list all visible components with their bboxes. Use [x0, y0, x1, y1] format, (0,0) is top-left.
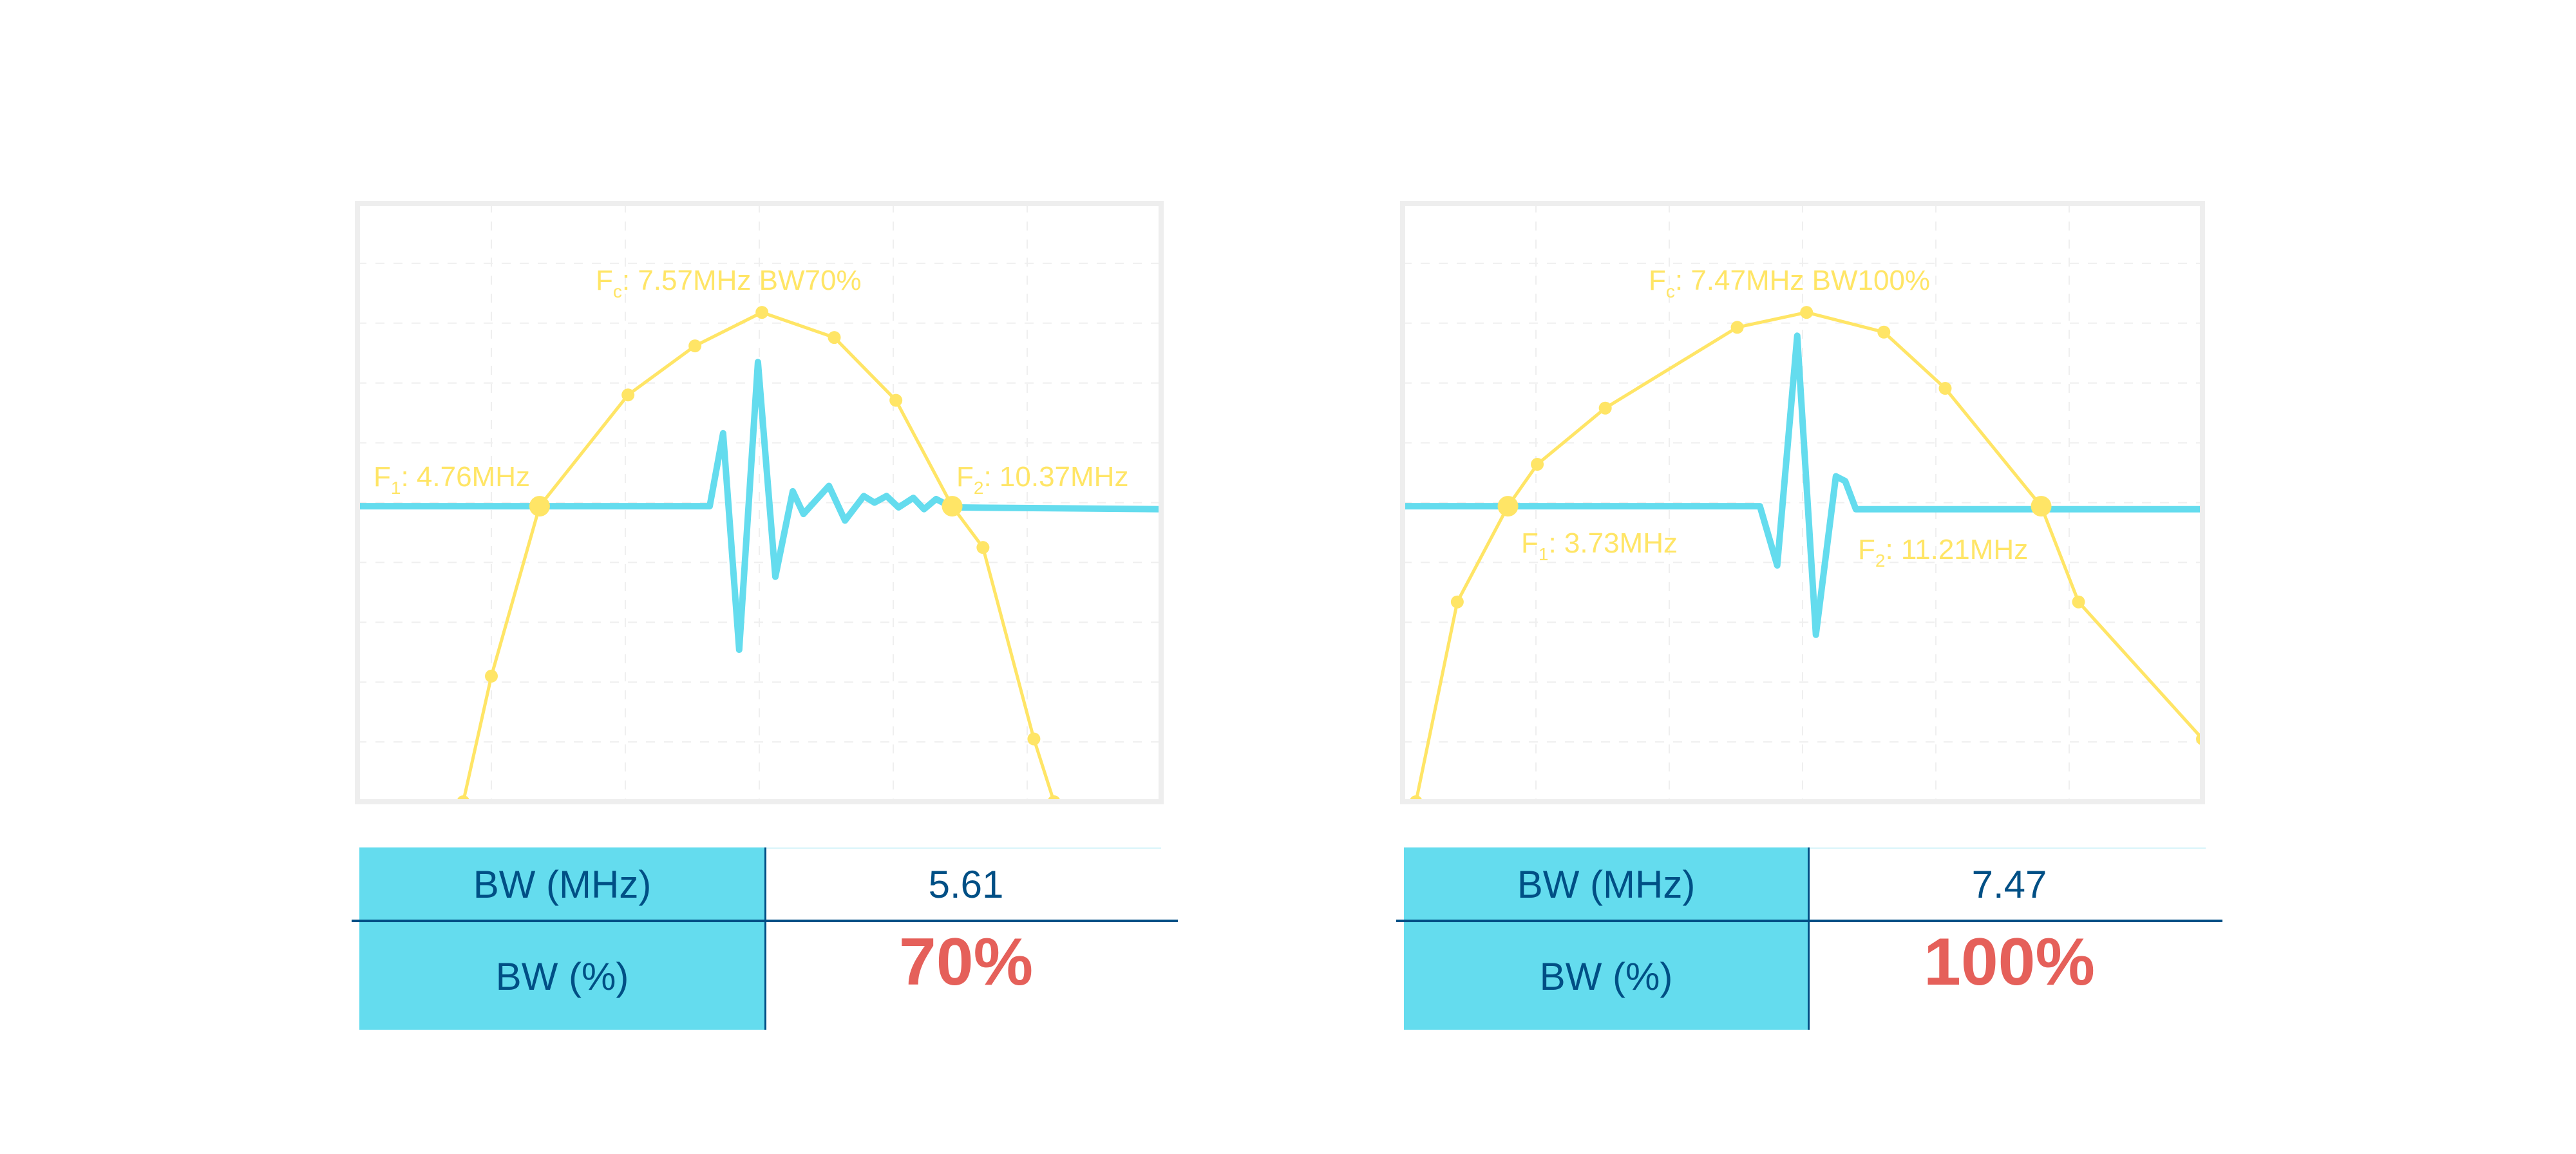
cutoff-point	[1497, 496, 1519, 517]
cutoff-point	[529, 496, 550, 517]
fc-label: Fc: 7.57MHz BW70%	[596, 265, 862, 301]
bw-mhz-label: BW (MHz)	[1404, 847, 1808, 921]
spectrum-point	[1800, 306, 1814, 319]
spectrum-point	[1938, 382, 1952, 395]
spectrum-point	[621, 388, 635, 402]
bw-mhz-label: BW (MHz)	[359, 847, 765, 921]
waveform-line	[1403, 332, 2202, 638]
chart-frame	[355, 201, 1164, 804]
bw-table: BW (MHz) 5.61 BW (%) 70%	[352, 847, 1178, 1030]
f2-label: F2: 10.37MHz	[956, 461, 1128, 498]
bw-percent-value: 70%	[898, 924, 1034, 999]
spectrum-line	[461, 310, 1056, 802]
spectrum-point	[1531, 458, 1544, 471]
bw-mhz-value: 7.47	[1971, 862, 2047, 906]
row-divider	[352, 920, 1178, 922]
column-divider	[764, 847, 766, 1030]
f2-label: F2: 11.21MHz	[1858, 534, 2028, 571]
row-divider	[1396, 920, 2222, 922]
spectrum-point	[1730, 321, 1744, 334]
spectrum-point	[976, 541, 990, 554]
spectrum-line	[1414, 310, 2202, 802]
column-divider	[1808, 847, 1810, 1030]
bw-percent-label: BW (%)	[359, 923, 765, 1030]
chart-bw100	[1400, 201, 2205, 804]
cutoff-point	[2031, 496, 2052, 517]
spectrum-point	[1450, 595, 1464, 609]
spectrum-point	[485, 669, 498, 683]
chart-frame	[1400, 201, 2205, 804]
spectrum-point	[688, 339, 702, 353]
spectrum-point	[1027, 732, 1041, 746]
spectrum-point	[828, 331, 841, 345]
spectrum-point	[1877, 325, 1891, 339]
bw-percent-value: 100%	[1924, 924, 2095, 999]
spectrum-point	[2072, 595, 2085, 609]
waveform-line	[357, 359, 1161, 654]
bw-mhz-value: 5.61	[928, 862, 1004, 906]
cutoff-point	[942, 496, 963, 517]
spectrum-point	[1598, 401, 1612, 415]
spectrum-point	[755, 306, 769, 319]
spectrum-point	[889, 393, 903, 407]
chart-bw70	[355, 201, 1164, 804]
fc-label: Fc: 7.47MHz BW100%	[1649, 265, 1930, 301]
bw-percent-label: BW (%)	[1404, 923, 1808, 1030]
f1-label: F1: 3.73MHz	[1521, 527, 1678, 564]
bw-table: BW (MHz) 7.47 BW (%) 100%	[1396, 847, 2222, 1030]
f1-label: F1: 4.76MHz	[374, 461, 530, 498]
